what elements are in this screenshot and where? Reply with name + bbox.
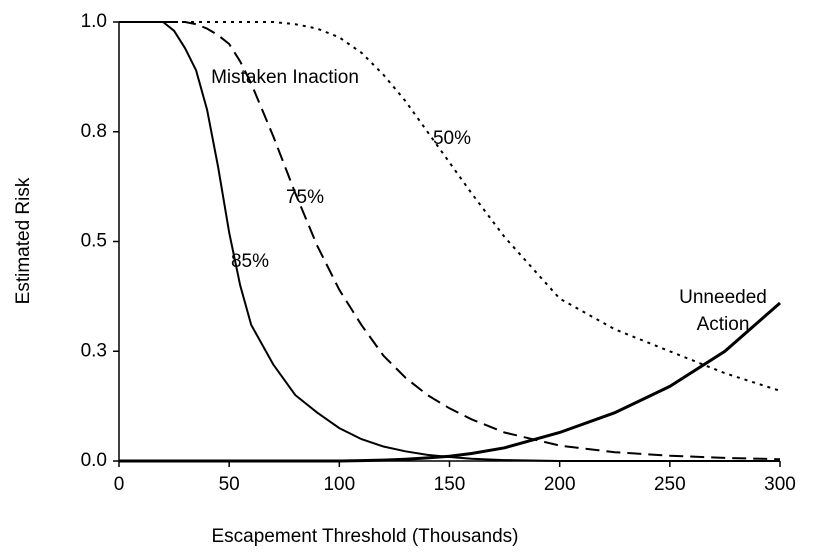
y-tick-label: 0.5 bbox=[81, 231, 107, 252]
y-tick-label: 0.3 bbox=[81, 340, 107, 361]
series-line bbox=[119, 21, 780, 462]
annotation: Unneeded bbox=[679, 287, 767, 308]
y-tick-label: 1.0 bbox=[81, 11, 107, 32]
x-tick-label: 50 bbox=[219, 474, 240, 495]
x-tick-label: 300 bbox=[764, 474, 796, 495]
series-line bbox=[119, 21, 781, 392]
y-tick-label: 0.8 bbox=[81, 121, 107, 142]
x-tick-label: 250 bbox=[654, 474, 686, 495]
annotation: Mistaken Inaction bbox=[211, 67, 359, 88]
x-tick-label: 200 bbox=[544, 474, 576, 495]
series-line bbox=[119, 21, 781, 461]
annotation: Action bbox=[697, 314, 750, 335]
annotation: 75% bbox=[286, 187, 324, 208]
y-tick-label: 0.0 bbox=[81, 450, 107, 471]
x-tick-label: 100 bbox=[323, 474, 355, 495]
x-tick-label: 0 bbox=[114, 474, 125, 495]
series-line bbox=[119, 301, 781, 463]
annotation: 85% bbox=[231, 251, 269, 272]
annotation: 50% bbox=[433, 128, 471, 149]
x-axis-label: Escapement Threshold (Thousands) bbox=[212, 526, 519, 547]
y-axis-label: Estimated Risk bbox=[13, 177, 34, 304]
x-tick-label: 150 bbox=[434, 474, 466, 495]
